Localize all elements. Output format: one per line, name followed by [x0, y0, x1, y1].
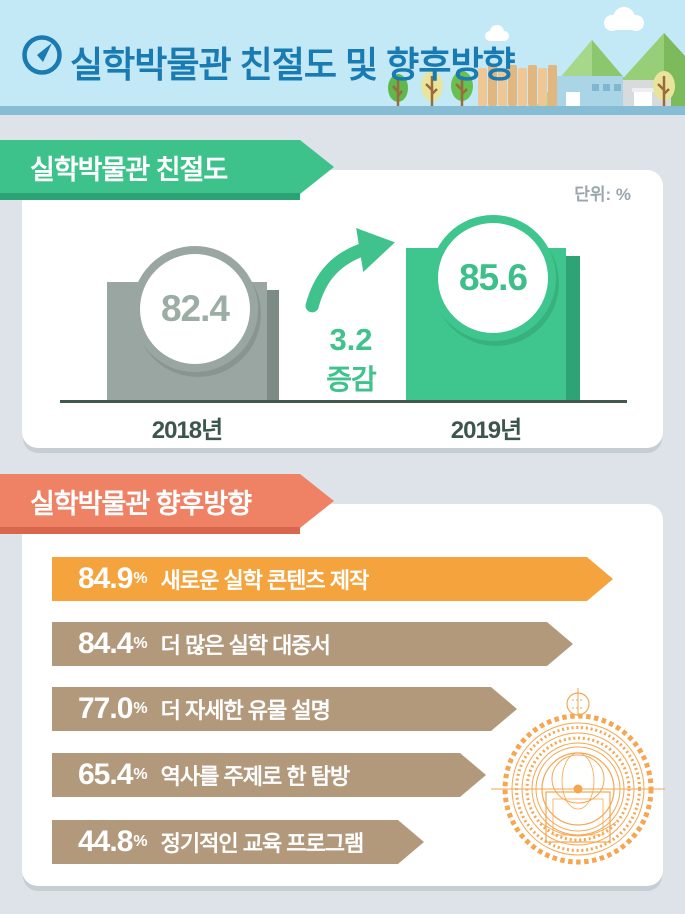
future-bar-5: 44.8% 정기적인 교육 프로그램 [52, 820, 424, 864]
value-badge-2019: 85.6 [430, 215, 556, 341]
future-bar-1-value: 84.9 [78, 562, 133, 595]
percent-sign: % [133, 766, 148, 783]
percent-sign: % [133, 700, 148, 717]
percent-sign: % [133, 570, 148, 587]
future-bar-3: 77.0% 더 자세한 유물 설명 [52, 687, 517, 731]
percent-sign: % [133, 833, 148, 850]
future-bar-5-value: 44.8 [78, 825, 133, 858]
value-2018: 82.4 [160, 288, 230, 329]
fence-icon [478, 65, 557, 106]
building-icon [557, 76, 623, 106]
chart-baseline [60, 400, 627, 403]
future-bar-2-label: 더 많은 실학 대중서 [160, 633, 330, 658]
future-bar-2-value: 84.4 [78, 627, 133, 660]
section2-banner: 실학박물관 향후방향 [0, 474, 334, 528]
header-scene-illustration [388, 7, 685, 106]
year-label-2019: 2019년 [450, 417, 522, 444]
section1-banner-shadow [0, 193, 300, 200]
change-value: 3.2 [329, 322, 373, 357]
up-arrow-icon [305, 228, 395, 313]
future-bar-5-label: 정기적인 교육 프로그램 [160, 831, 364, 856]
future-bar-4: 65.4% 역사를 주제로 한 탐방 [52, 753, 486, 797]
cloud-icon [485, 7, 644, 41]
future-bar-4-value: 65.4 [78, 758, 133, 791]
future-bar-3-value: 77.0 [78, 692, 133, 725]
header-ground-strip [0, 106, 685, 115]
year-label-2018: 2018년 [151, 417, 223, 444]
future-bar-3-label: 더 자세한 유물 설명 [160, 698, 330, 723]
astrolabe-ornament-icon [491, 688, 665, 865]
future-bar-2: 84.4% 더 많은 실학 대중서 [52, 622, 573, 666]
bar-2019-side [566, 256, 580, 400]
page-title: 실학박물관 친절도 및 향후방향 [70, 44, 516, 85]
future-bar-1: 84.9% 새로운 실학 콘텐츠 제작 [52, 557, 613, 601]
future-bar-1-label: 새로운 실학 콘텐츠 제작 [160, 568, 369, 593]
future-direction-card: 84.9% 새로운 실학 콘텐츠 제작 84.4% 더 많은 실학 대중서 77… [22, 504, 665, 886]
unit-label: 단위: % [574, 185, 631, 204]
percent-sign: % [133, 635, 148, 652]
value-2019: 85.6 [458, 257, 528, 298]
value-badge-2018: 82.4 [132, 246, 258, 372]
header: 실학박물관 친절도 및 향후방향 [0, 0, 685, 115]
section1-banner: 실학박물관 친절도 [0, 140, 334, 194]
section2-banner-shadow [0, 527, 300, 534]
change-label: 증감 [326, 364, 377, 395]
tree-icon [388, 71, 675, 106]
future-bar-4-label: 역사를 주제로 한 탐방 [160, 764, 350, 789]
friendliness-chart-card: 단위: % 82.4 85.6 3.2 증감 2018년 2019년 [22, 170, 663, 448]
gauge-icon [22, 35, 62, 75]
bar-2018-side [267, 290, 279, 400]
